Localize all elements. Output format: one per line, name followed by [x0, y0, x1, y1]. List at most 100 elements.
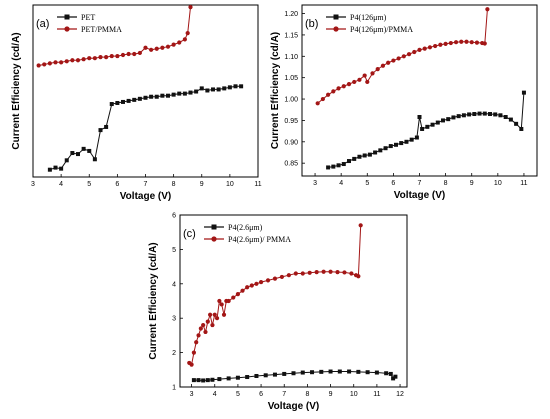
data-point [64, 59, 69, 64]
plot-frame [179, 214, 408, 388]
x-tick-label: 5 [236, 391, 240, 398]
x-tick-label: 8 [305, 391, 309, 398]
data-point [75, 58, 81, 63]
data-point [258, 279, 264, 285]
data-point [370, 71, 375, 76]
y-tick-label: 0.90 [284, 139, 298, 146]
data-point [394, 142, 398, 147]
data-point [373, 150, 378, 155]
data-point [98, 128, 103, 133]
data-point [453, 40, 459, 45]
data-point [109, 102, 114, 107]
data-point [143, 45, 148, 50]
series-line-2 [38, 7, 191, 66]
data-point [380, 63, 386, 68]
data-point [201, 322, 206, 328]
x-tick-label: 4 [59, 181, 63, 188]
data-point [53, 165, 58, 170]
data-point [208, 312, 213, 317]
x-tick-label: 10 [350, 391, 358, 398]
data-point [362, 73, 367, 78]
x-tick-label: 10 [226, 181, 234, 188]
data-point [203, 329, 208, 335]
data-point [217, 298, 222, 304]
data-point [182, 37, 187, 42]
x-tick-label: 7 [418, 180, 422, 187]
x-tick-label: 9 [329, 391, 333, 398]
data-point [319, 369, 324, 374]
legend-entry: P4(2.6μm)/ PMMA [228, 235, 291, 244]
data-point [349, 271, 354, 276]
panel-label: (b) [305, 18, 318, 30]
data-point [352, 156, 357, 161]
x-tick-label: 11 [373, 391, 380, 398]
data-point [417, 115, 422, 120]
x-tick-label: 4 [339, 180, 343, 187]
data-point [335, 270, 340, 275]
data-point [171, 92, 176, 97]
data-point [188, 90, 193, 95]
data-point [205, 88, 210, 93]
x-tick-label: 6 [115, 181, 119, 188]
data-point [137, 50, 142, 56]
data-point [109, 53, 114, 59]
data-point [342, 270, 347, 275]
legend-entry: P4(126μm) [350, 13, 387, 22]
data-point [293, 271, 298, 276]
x-tick-label: 8 [172, 181, 176, 188]
data-point [459, 39, 464, 44]
data-point [474, 40, 480, 45]
legend-marker [64, 26, 70, 32]
data-point [307, 270, 312, 275]
data-point [263, 373, 268, 378]
data-point [488, 112, 492, 117]
data-point [331, 164, 336, 169]
data-point [482, 111, 487, 116]
y-tick-label: 1 [172, 385, 176, 392]
data-point [272, 372, 277, 377]
data-point [438, 42, 443, 47]
y-tick-label: 0.85 [284, 161, 298, 168]
data-point [149, 47, 154, 52]
data-point [472, 112, 477, 117]
legend-entry: PET [81, 13, 95, 22]
data-point [92, 56, 97, 61]
data-point [226, 298, 231, 304]
data-point [137, 96, 142, 101]
data-point [177, 91, 182, 96]
data-point [76, 152, 80, 157]
data-point [357, 77, 362, 82]
data-point [286, 273, 291, 278]
data-point [401, 54, 406, 59]
series-line-2 [189, 225, 362, 366]
data-point [115, 53, 120, 59]
data-point [233, 84, 238, 89]
data-point [341, 84, 346, 89]
x-axis-label: Voltage (V) [268, 401, 319, 412]
data-point [194, 340, 199, 345]
data-point [217, 377, 222, 382]
data-point [196, 333, 201, 338]
data-point [477, 111, 482, 116]
data-point [446, 117, 451, 122]
series-line-1 [328, 92, 525, 168]
data-point [508, 117, 513, 122]
data-point [414, 135, 419, 140]
data-point [87, 56, 92, 61]
y-tick-label: 4 [172, 281, 176, 288]
data-point [314, 270, 319, 275]
data-point [435, 120, 440, 125]
data-point [196, 378, 201, 383]
data-point [282, 371, 287, 376]
data-point [420, 126, 425, 131]
y-axis-label: Current Efficiency (cd/A) [270, 32, 281, 149]
y-tick-label: 2 [172, 350, 176, 357]
data-point [337, 369, 342, 374]
data-point [467, 112, 472, 117]
data-point [430, 122, 435, 127]
data-point [210, 377, 215, 382]
data-point [456, 114, 461, 119]
data-point [98, 55, 103, 60]
data-point [464, 39, 469, 44]
y-axis-label: Current Efficiency (cd/A) [148, 242, 159, 359]
